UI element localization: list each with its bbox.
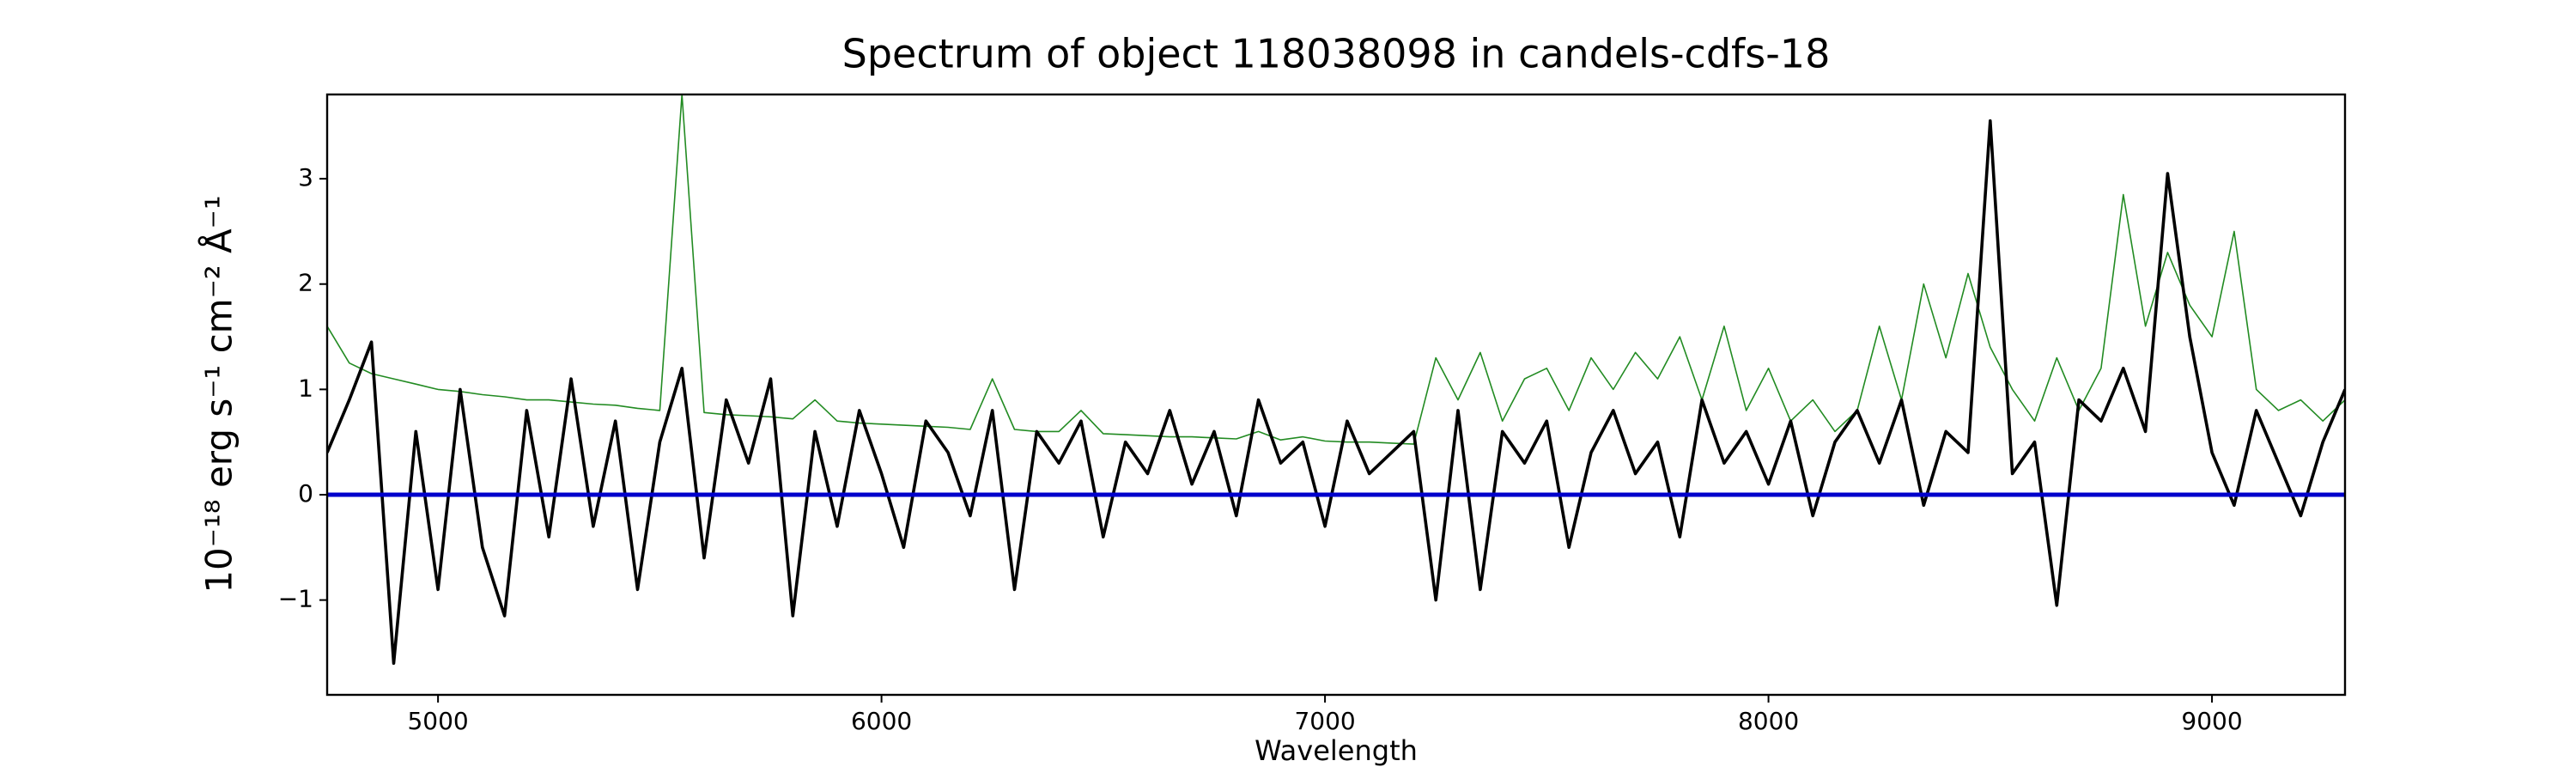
y-tick-label: 1 <box>298 374 313 402</box>
y-tick-label: 2 <box>298 269 313 297</box>
x-tick-label: 7000 <box>1294 707 1355 735</box>
chart-title: Spectrum of object 118038098 in candels-… <box>842 31 1831 77</box>
plot-area <box>327 94 2345 665</box>
x-tick-label: 9000 <box>2181 707 2242 735</box>
y-tick-label: 0 <box>298 479 313 508</box>
x-tick-label: 8000 <box>1738 707 1799 735</box>
y-axis-label: 10⁻¹⁸ erg s⁻¹ cm⁻² Å⁻¹ <box>197 195 240 593</box>
spectrum-line <box>327 119 2345 665</box>
x-tick-label: 5000 <box>407 707 468 735</box>
x-tick-label: 6000 <box>851 707 912 735</box>
x-axis-label: Wavelength <box>1255 734 1418 767</box>
y-tick-label: 3 <box>298 163 313 192</box>
y-tick-label: −1 <box>278 585 313 613</box>
axes-frame <box>325 93 2347 697</box>
series-group <box>327 94 2345 665</box>
spectrum-line <box>327 94 2345 445</box>
